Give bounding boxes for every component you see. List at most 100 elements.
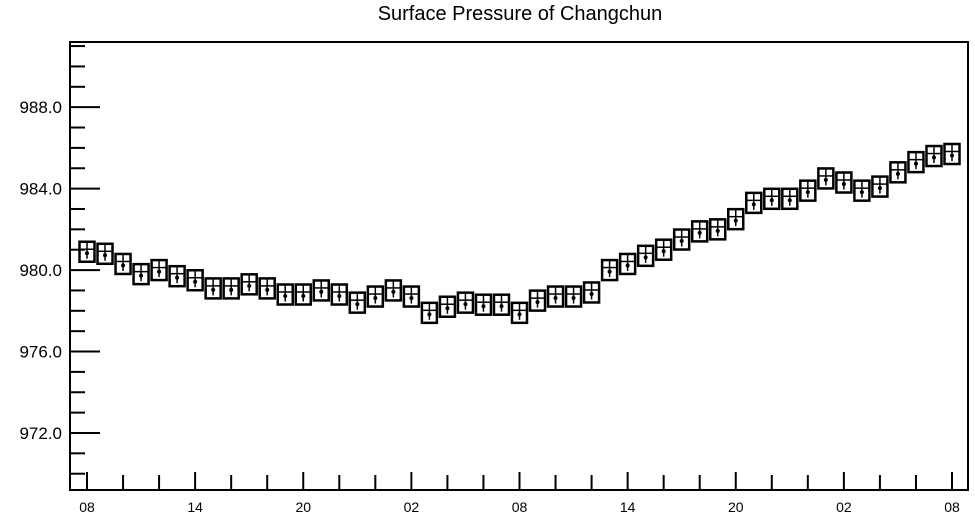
point-box <box>907 150 925 174</box>
data-markers <box>78 142 961 325</box>
point-box <box>564 285 583 308</box>
point-dot <box>229 287 234 292</box>
data-point <box>168 264 186 288</box>
point-dot <box>121 263 126 268</box>
point-dot <box>769 198 774 203</box>
x-tick-label: 14 <box>187 499 203 515</box>
point-box <box>817 167 835 190</box>
point-box <box>204 277 222 300</box>
point-box <box>763 187 781 211</box>
point-box <box>78 240 96 263</box>
data-point <box>276 283 294 306</box>
x-axis: 08 14 20 02 08 14 20 02 08 <box>79 472 960 515</box>
point-dot <box>715 228 720 233</box>
data-point <box>312 279 331 302</box>
point-dot <box>211 287 216 292</box>
data-point <box>294 283 312 306</box>
data-point <box>799 179 817 202</box>
point-dot <box>301 294 306 299</box>
y-tick-label: 984.0 <box>19 180 62 199</box>
point-box <box>348 291 367 314</box>
data-point <box>438 295 457 318</box>
point-box <box>582 281 601 304</box>
data-point <box>654 238 673 261</box>
point-box <box>132 262 150 286</box>
point-box <box>258 277 276 300</box>
point-dot <box>355 302 360 307</box>
data-point <box>745 191 763 215</box>
x-tick-label: 20 <box>728 499 744 515</box>
point-box <box>781 187 799 211</box>
point-box <box>636 244 655 268</box>
point-box <box>690 220 709 243</box>
point-box <box>294 283 312 306</box>
data-point <box>636 244 655 268</box>
point-box <box>853 179 871 202</box>
point-dot <box>445 306 450 311</box>
point-box <box>528 289 547 312</box>
point-dot <box>103 253 108 258</box>
x-tick-label: 02 <box>836 499 852 515</box>
point-box <box>276 283 294 306</box>
data-point <box>907 150 925 174</box>
point-dot <box>823 177 828 182</box>
data-point <box>492 293 511 316</box>
data-point <box>204 277 222 300</box>
data-point <box>817 167 835 190</box>
point-dot <box>391 289 396 294</box>
data-point <box>763 187 781 211</box>
point-box <box>438 295 457 318</box>
point-dot <box>157 269 162 274</box>
point-dot <box>787 198 792 203</box>
y-tick-label: 972.0 <box>19 424 62 443</box>
point-dot <box>895 171 900 176</box>
data-point <box>708 218 727 241</box>
data-point <box>510 301 529 325</box>
y-tick-label: 988.0 <box>19 98 62 117</box>
data-point <box>871 175 889 198</box>
data-point <box>925 144 943 168</box>
point-dot <box>535 300 540 305</box>
data-point <box>96 242 114 266</box>
data-point <box>672 228 691 251</box>
data-point <box>690 220 709 243</box>
point-box <box>546 285 565 308</box>
point-dot <box>751 202 756 207</box>
point-box <box>384 279 403 302</box>
data-point <box>348 291 367 314</box>
data-point <box>835 171 853 194</box>
point-box <box>240 273 258 296</box>
data-point <box>943 142 961 166</box>
data-point <box>420 301 439 325</box>
data-point <box>186 269 204 292</box>
point-dot <box>877 186 882 191</box>
point-box <box>672 228 691 251</box>
data-point <box>474 293 493 316</box>
point-box <box>510 301 529 325</box>
y-tick-label: 976.0 <box>19 343 62 362</box>
point-box <box>456 291 475 314</box>
point-dot <box>589 291 594 296</box>
point-dot <box>337 294 342 299</box>
point-box <box>618 252 637 276</box>
point-dot <box>841 182 846 187</box>
point-dot <box>950 153 954 158</box>
data-point <box>528 289 547 312</box>
point-dot <box>139 273 144 278</box>
x-tick-label: 08 <box>79 499 95 515</box>
point-dot <box>643 255 648 260</box>
point-box <box>222 277 240 300</box>
point-dot <box>697 230 702 235</box>
data-point <box>222 277 240 300</box>
point-box <box>330 283 349 306</box>
point-dot <box>499 304 504 309</box>
x-tick-label: 08 <box>944 499 960 515</box>
point-dot <box>193 279 198 284</box>
point-dot <box>427 312 432 317</box>
data-point <box>384 279 403 302</box>
point-box <box>168 264 186 288</box>
point-dot <box>265 287 270 292</box>
x-tick-label: 08 <box>512 499 528 515</box>
data-point <box>114 252 132 276</box>
point-dot <box>373 296 378 301</box>
